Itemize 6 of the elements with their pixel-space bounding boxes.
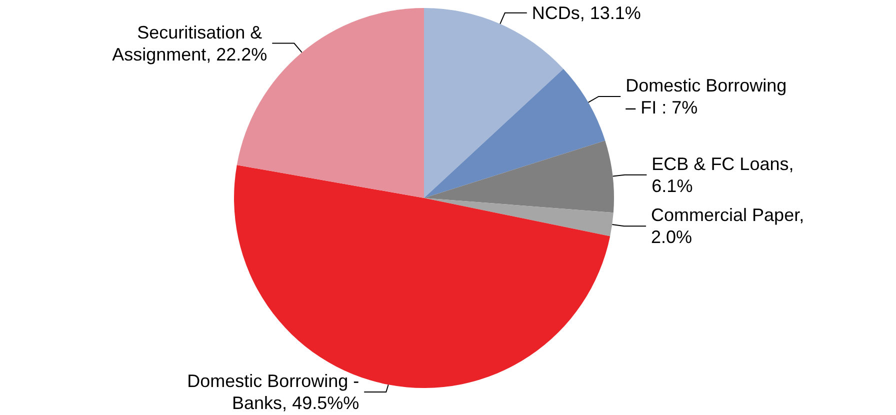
- slice-label: Commercial Paper, 2.0%: [651, 205, 810, 248]
- slice-label: NCDs, 13.1%: [532, 2, 641, 23]
- slice-label: Domestic Borrowing - Banks, 49.5%%: [187, 371, 360, 413]
- slice-label: ECB & FC Loans, 6.1%: [652, 154, 799, 196]
- slice-label: Securitisation & Assignment, 22.2%: [112, 22, 268, 64]
- slice-label: Domestic Borrowing – FI : 7%: [626, 75, 792, 118]
